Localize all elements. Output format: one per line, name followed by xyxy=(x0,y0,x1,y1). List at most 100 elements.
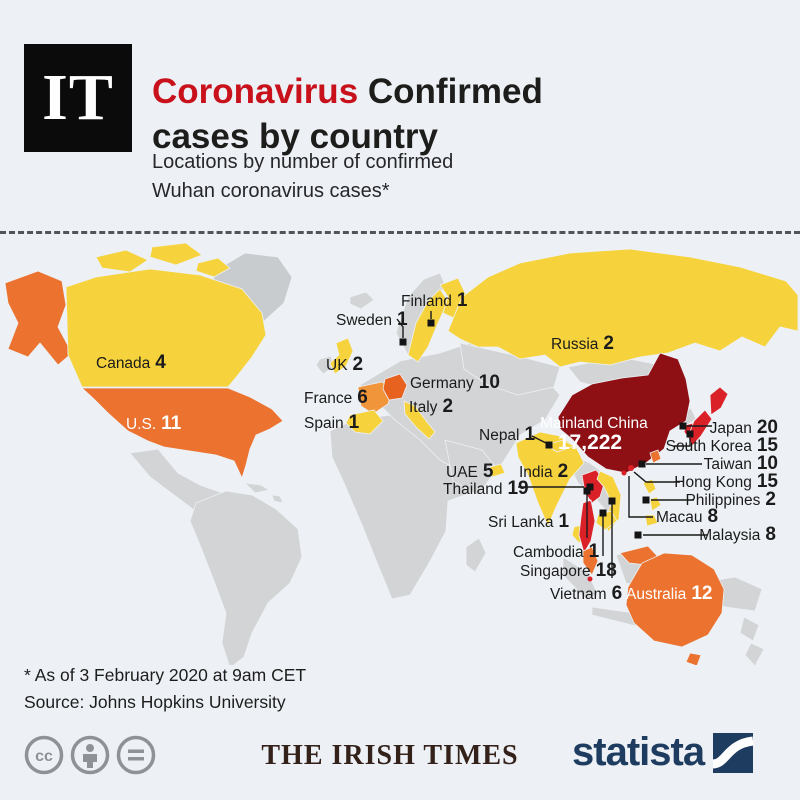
attribution-person-icon xyxy=(70,735,110,775)
map-label-canada: Canada 4 xyxy=(96,352,166,373)
map-label-spain: Spain 1 xyxy=(304,412,360,433)
country-germany xyxy=(382,373,408,401)
country-usa xyxy=(80,387,284,480)
marker-sweden xyxy=(399,338,407,346)
statista-logo: statista xyxy=(572,730,754,775)
statista-wordmark: statista xyxy=(572,730,705,774)
dot-hong-kong xyxy=(628,465,634,471)
page-title: Coronavirus Confirmed cases by country xyxy=(152,69,543,159)
footnote: * As of 3 February 2020 at 9am CET Sourc… xyxy=(24,662,306,716)
marker-cambodia xyxy=(583,487,591,495)
marker-taiwan xyxy=(638,460,646,468)
region-arabian-peninsula xyxy=(444,439,498,496)
country-alaska xyxy=(4,270,73,366)
country-ireland xyxy=(315,355,335,375)
country-iceland xyxy=(349,291,375,310)
irish-times-it-logo: IT xyxy=(24,44,132,152)
continent-south-america xyxy=(189,490,303,665)
islands-caribbean xyxy=(243,482,284,504)
marker-philippines xyxy=(642,496,650,504)
region-central-asia xyxy=(459,342,561,396)
land-no-data xyxy=(129,252,765,665)
map-label-taiwan: Taiwan 10 xyxy=(703,453,778,474)
islands-canada-arctic xyxy=(95,242,231,278)
marker-south-korea xyxy=(686,430,694,438)
country-philippines xyxy=(642,478,662,527)
dot-macau xyxy=(621,470,627,476)
statista-swoosh-icon xyxy=(712,732,754,773)
country-india xyxy=(515,431,585,528)
map-label-russia: Russia 2 xyxy=(551,333,614,354)
marker-vietnam xyxy=(608,497,616,505)
leader-macau xyxy=(628,476,653,518)
country-russia xyxy=(447,248,799,368)
country-uae xyxy=(489,463,506,478)
map-label-australia: Australia 12 xyxy=(626,583,713,604)
map-label-cambodia: Cambodia 1 xyxy=(513,541,600,562)
world-map-panel: Finland 1 Sweden 1 Russia 2 UK 2 Canada 4 Ger… xyxy=(0,235,800,665)
map-label-sri-lanka: Sri Lanka 1 xyxy=(488,511,570,532)
island-madagascar xyxy=(465,537,487,573)
country-mainland-china xyxy=(557,352,691,474)
country-italy xyxy=(403,400,436,440)
land-with-cases xyxy=(4,242,799,665)
leader-nepal xyxy=(531,435,547,444)
cc-icon: cc xyxy=(24,735,64,775)
island-tasmania xyxy=(685,652,702,665)
map-label-vietnam: Vietnam 6 xyxy=(550,583,623,604)
map-label-thailand: Thailand 19 xyxy=(443,478,529,499)
map-label-finland: Finland 1 xyxy=(401,290,468,311)
map-label-nepal: Nepal 1 xyxy=(479,424,536,445)
marker-nepal xyxy=(545,441,553,449)
map-label-hong-kong: Hong Kong 15 xyxy=(674,471,778,492)
country-nepal xyxy=(545,439,575,453)
country-taiwan xyxy=(649,449,662,464)
country-canada xyxy=(65,268,267,388)
dashed-divider xyxy=(0,231,800,234)
map-label-uk: UK 2 xyxy=(326,354,364,375)
map-label-italy: Italy 2 xyxy=(409,396,454,417)
country-uk xyxy=(329,337,354,375)
map-label-india: India 2 xyxy=(519,461,569,482)
equals-icon xyxy=(116,735,156,775)
map-label-macau: Macau 8 xyxy=(656,506,719,527)
country-new-zealand xyxy=(739,616,765,665)
map-label-malaysia: Malaysia 8 xyxy=(699,524,776,545)
map-label-sweden: Sweden 1 xyxy=(336,309,408,330)
marker-singapore xyxy=(599,509,607,517)
title-word-coronavirus: Coronavirus xyxy=(152,72,359,112)
marker-malaysia xyxy=(634,531,642,539)
subtitle-line2: Wuhan coronavirus cases* xyxy=(152,180,390,202)
marker-japan xyxy=(679,422,687,430)
leader-sweden xyxy=(396,318,404,338)
it-logo-text: IT xyxy=(42,61,114,134)
creative-commons-badges: cc xyxy=(24,735,156,775)
country-spain xyxy=(345,409,384,435)
map-label-japan: Japan 20 xyxy=(709,417,778,438)
map-label-germany: Germany 10 xyxy=(410,372,500,393)
map-label-mainland-china: Mainland China 17,222 xyxy=(540,415,648,454)
svg-text:cc: cc xyxy=(35,748,53,765)
map-label-france: France 6 xyxy=(304,387,368,408)
dot-singapore xyxy=(587,576,593,582)
leader-south-korea xyxy=(674,438,691,447)
map-label-south-korea: South Korea 15 xyxy=(665,435,778,456)
country-australia xyxy=(625,552,725,648)
location-markers xyxy=(399,319,694,539)
island-sumatra xyxy=(562,556,599,599)
map-label-uae: UAE 5 xyxy=(446,461,494,482)
marker-finland xyxy=(427,319,435,327)
leader-hong-kong xyxy=(633,471,680,483)
map-label-singapore: Singapore 18 xyxy=(520,560,617,581)
title-word-confirmed: Confirmed xyxy=(358,72,543,112)
irish-times-wordmark: THE IRISH TIMES xyxy=(261,740,519,771)
footnote-source: Source: Johns Hopkins University xyxy=(24,692,286,712)
world-map xyxy=(4,242,799,665)
leader-lines xyxy=(396,311,712,578)
marker-thailand xyxy=(586,483,594,491)
map-label-us: U.S. 11 xyxy=(126,413,182,434)
title-line2: cases by country xyxy=(152,117,438,157)
map-label-philippines: Philippines 2 xyxy=(685,489,776,510)
footnote-date: * As of 3 February 2020 at 9am CET xyxy=(24,665,307,685)
subtitle: Locations by number of confirmed Wuhan c… xyxy=(152,148,453,206)
